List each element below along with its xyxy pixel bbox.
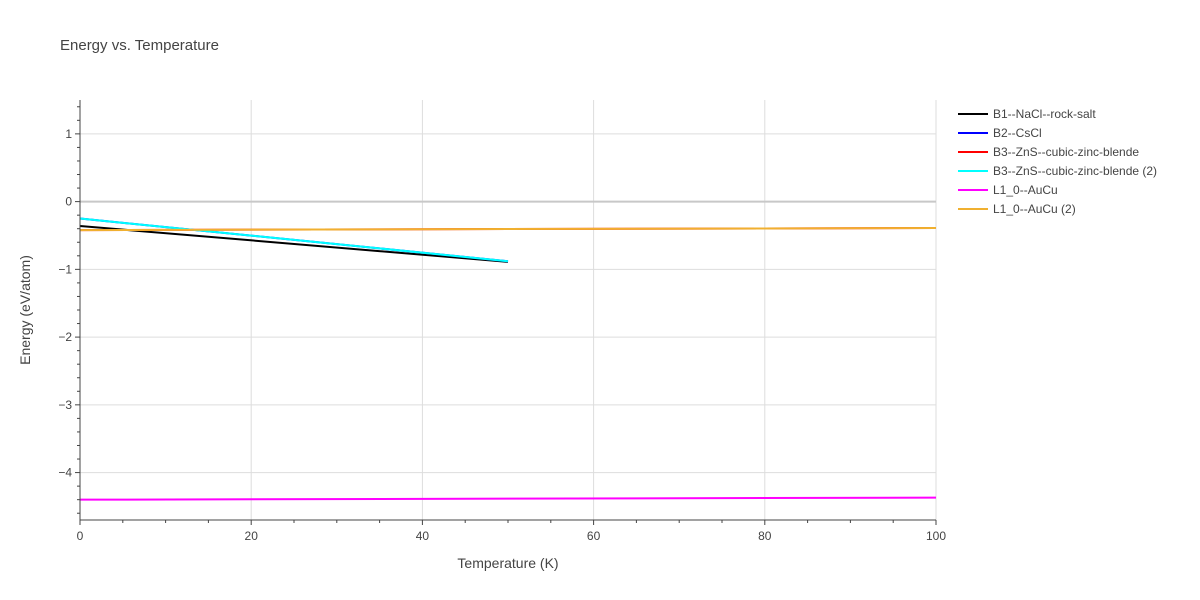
series-line — [79, 225, 509, 263]
y-tick-label: 1 — [65, 127, 72, 141]
y-tick-label: −1 — [58, 262, 72, 276]
legend-item[interactable]: L1_0--AuCu — [958, 183, 1058, 197]
grid — [80, 100, 937, 520]
y-tick-label: −4 — [58, 466, 72, 480]
x-tick-label: 60 — [587, 529, 601, 543]
legend-item[interactable]: B3--ZnS--cubic-zinc-blende — [958, 145, 1139, 159]
x-tick-label: 40 — [416, 529, 430, 543]
x-axis-title: Temperature (K) — [457, 555, 558, 571]
x-tick-label: 100 — [926, 529, 946, 543]
legend-label: B3--ZnS--cubic-zinc-blende — [993, 145, 1139, 159]
legend-label: B2--CsCl — [993, 126, 1042, 140]
legend-label: B3--ZnS--cubic-zinc-blende (2) — [993, 164, 1157, 178]
series-line — [79, 496, 937, 501]
x-tick-label: 20 — [245, 529, 259, 543]
legend-item[interactable]: B1--NaCl--rock-salt — [958, 107, 1096, 121]
legend-label: L1_0--AuCu (2) — [993, 202, 1076, 216]
x-tick-labels: 0 20 40 60 80 100 — [77, 529, 947, 543]
chart-title: Energy vs. Temperature — [60, 37, 219, 54]
legend[interactable]: B1--NaCl--rock-salt B2--CsCl B3--ZnS--cubi… — [958, 107, 1157, 216]
legend-item[interactable]: L1_0--AuCu (2) — [958, 202, 1076, 216]
x-tick-label: 0 — [77, 529, 84, 543]
legend-item[interactable]: B3--ZnS--cubic-zinc-blende (2) — [958, 164, 1157, 178]
axes — [75, 100, 937, 525]
y-tick-labels: 1 0 −1 −2 −3 −4 — [58, 127, 72, 480]
x-tick-label: 80 — [758, 529, 772, 543]
y-tick-label: −3 — [58, 398, 72, 412]
legend-item[interactable]: B2--CsCl — [958, 126, 1042, 140]
series-line — [79, 217, 509, 263]
legend-label: B1--NaCl--rock-salt — [993, 107, 1096, 121]
y-axis-title: Energy (eV/atom) — [17, 255, 33, 365]
y-tick-label: 0 — [65, 195, 72, 209]
plot-lines — [79, 217, 937, 501]
y-tick-label: −2 — [58, 330, 72, 344]
series-line — [79, 227, 937, 232]
legend-label: L1_0--AuCu — [993, 183, 1058, 197]
